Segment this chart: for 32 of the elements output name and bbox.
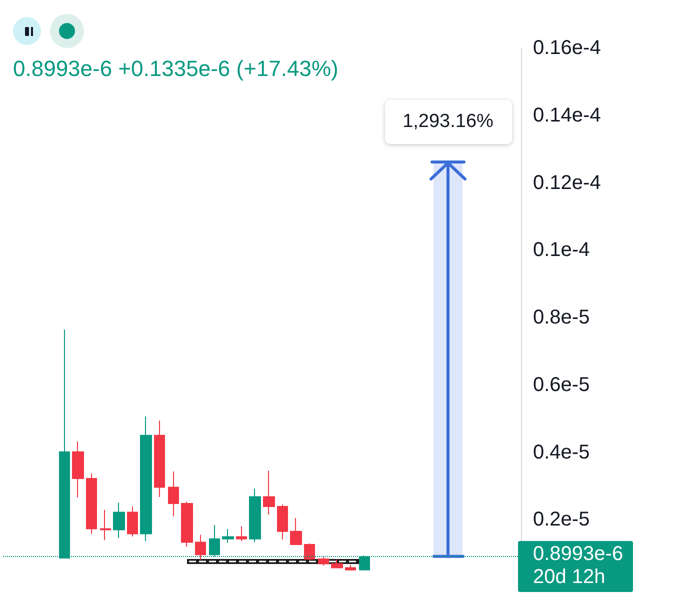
candlestick [345, 564, 356, 571]
text: 20d 12h [533, 566, 606, 588]
candlestick [263, 470, 275, 516]
candlestick [249, 488, 261, 543]
candlestick [290, 517, 302, 546]
y-tick-label: 0.12e-4 [533, 172, 601, 194]
candlestick [154, 420, 165, 498]
y-tick-label: 0.1e-4 [533, 239, 590, 262]
candlestick [72, 440, 84, 498]
candlestick [222, 528, 234, 544]
candlestick [86, 472, 97, 534]
candlestick [236, 526, 247, 542]
candlestick [318, 556, 329, 566]
candlestick [168, 470, 179, 517]
candlestick [195, 534, 206, 560]
y-tick-label: 0.4e-5 [533, 441, 590, 464]
candlestick [181, 501, 193, 548]
ref-line-label: 0.8993e-6 [533, 542, 624, 565]
candlestick [304, 543, 315, 562]
candlestick [127, 506, 138, 537]
candlestick [100, 509, 111, 541]
chart-subtitle: 0.8993e-6 +0.1335e-6 (+17.43%) [13, 56, 338, 82]
y-tick-label: 0.16e-4 [533, 37, 601, 59]
y-tick-label: 0.2e-5 [533, 508, 590, 531]
y-tick-label: 0.6e-5 [533, 374, 590, 396]
candlestick [113, 502, 125, 538]
candlestick [140, 416, 152, 542]
candlestick [277, 504, 288, 540]
candlestick [331, 559, 343, 568]
y-tick-label: 0.8e-5 [533, 306, 590, 328]
annotation: 1,293.16% [402, 111, 494, 134]
y-tick-label: 0.14e-4 [533, 104, 601, 126]
